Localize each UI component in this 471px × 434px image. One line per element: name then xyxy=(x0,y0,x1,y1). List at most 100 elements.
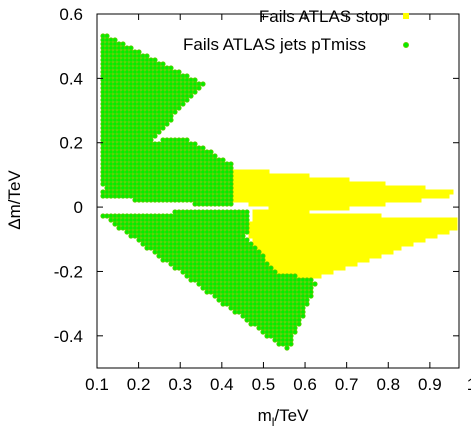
data-point-stop xyxy=(316,265,322,271)
data-point-stop xyxy=(328,177,334,183)
data-point-stop xyxy=(280,173,286,179)
data-point-stop xyxy=(364,185,370,191)
data-point-stop xyxy=(340,257,346,263)
data-point-stop xyxy=(300,257,306,263)
data-point-stop xyxy=(232,173,238,179)
data-point-stop xyxy=(332,185,338,191)
data-point-stop xyxy=(316,213,322,219)
data-point-stop xyxy=(408,225,414,231)
data-point-stop xyxy=(356,221,362,227)
data-point-stop xyxy=(328,237,334,243)
data-point-stop xyxy=(376,217,382,223)
data-point-stop xyxy=(292,233,298,239)
data-point-stop xyxy=(288,269,294,275)
data-point-stop xyxy=(252,229,258,235)
data-point-stop xyxy=(292,245,298,251)
data-point-stop xyxy=(312,257,318,263)
data-point-stop xyxy=(324,253,330,259)
data-point-stop xyxy=(260,245,266,251)
data-point-stop xyxy=(288,233,294,239)
data-point-stop xyxy=(280,221,286,227)
data-point-stop xyxy=(408,229,414,235)
data-point-stop xyxy=(292,253,298,259)
data-point-stop xyxy=(264,253,270,259)
data-point-stop xyxy=(428,229,434,235)
data-point-stop xyxy=(264,225,270,231)
data-point-stop xyxy=(328,217,334,223)
data-point-stop xyxy=(284,221,290,227)
data-point-stop xyxy=(324,213,330,219)
data-point-stop xyxy=(436,217,442,223)
data-point-stop xyxy=(276,213,282,219)
data-point-stop xyxy=(232,169,238,175)
data-point-stop xyxy=(256,241,262,247)
data-point-stop xyxy=(280,225,286,231)
data-point-stop xyxy=(268,245,274,251)
data-point-stop xyxy=(244,169,250,175)
data-point-stop xyxy=(340,189,346,195)
data-point-stop xyxy=(288,193,294,199)
data-point-stop xyxy=(344,213,350,219)
data-point-stop xyxy=(324,197,330,203)
data-point-stop xyxy=(264,245,270,251)
data-point-stop xyxy=(248,185,254,191)
data-point-stop xyxy=(396,193,402,199)
data-point-stop xyxy=(324,249,330,255)
data-point-stop xyxy=(372,225,378,231)
data-point-stop xyxy=(280,269,286,275)
data-point-stop xyxy=(344,241,350,247)
data-point-stop xyxy=(396,237,402,243)
data-point-stop xyxy=(364,193,370,199)
data-point-stop xyxy=(324,261,330,267)
data-point-stop xyxy=(292,265,298,271)
data-point-stop xyxy=(308,205,314,211)
data-point-stop xyxy=(424,193,430,199)
data-point-stop xyxy=(292,209,298,215)
data-point-stop xyxy=(260,249,266,255)
data-point-stop xyxy=(440,189,446,195)
data-point-stop xyxy=(288,257,294,263)
x-tick-label: 1 xyxy=(467,375,471,394)
data-point-stop xyxy=(388,237,394,243)
data-point-stop xyxy=(300,213,306,219)
data-point-stop xyxy=(364,249,370,255)
data-point-stop xyxy=(280,197,286,203)
data-point-stop xyxy=(284,261,290,267)
data-point-stop xyxy=(352,229,358,235)
data-point-stop xyxy=(280,265,286,271)
data-point-stop xyxy=(256,225,262,231)
data-point-stop xyxy=(372,197,378,203)
y-tick-label: -0.2 xyxy=(54,262,83,281)
data-point-stop xyxy=(376,245,382,251)
data-point-stop xyxy=(336,181,342,187)
data-point-stop xyxy=(328,221,334,227)
data-point-stop xyxy=(344,205,350,211)
data-point-stop xyxy=(328,201,334,207)
data-point-stop xyxy=(248,189,254,195)
data-point-stop xyxy=(344,225,350,231)
data-point-stop xyxy=(272,233,278,239)
data-point-stop xyxy=(312,273,318,279)
data-point-stop xyxy=(376,185,382,191)
data-point-stop xyxy=(412,217,418,223)
data-point-stop xyxy=(316,225,322,231)
data-point-stop xyxy=(260,217,266,223)
data-point-stop xyxy=(320,177,326,183)
data-point-stop xyxy=(368,221,374,227)
data-point-stop xyxy=(268,217,274,223)
data-point-stop xyxy=(260,233,266,239)
data-point-stop xyxy=(336,185,342,191)
data-point-stop xyxy=(352,201,358,207)
data-point-stop xyxy=(408,189,414,195)
data-point-stop xyxy=(284,253,290,259)
data-point-stop xyxy=(352,237,358,243)
data-point-stop xyxy=(336,205,342,211)
data-point-stop xyxy=(344,245,350,251)
data-point-stop xyxy=(280,189,286,195)
data-point-stop xyxy=(296,197,302,203)
data-point-stop xyxy=(276,181,282,187)
data-point-stop xyxy=(300,249,306,255)
data-point-stop xyxy=(320,241,326,247)
data-point-stop xyxy=(272,185,278,191)
data-point-stop xyxy=(292,249,298,255)
